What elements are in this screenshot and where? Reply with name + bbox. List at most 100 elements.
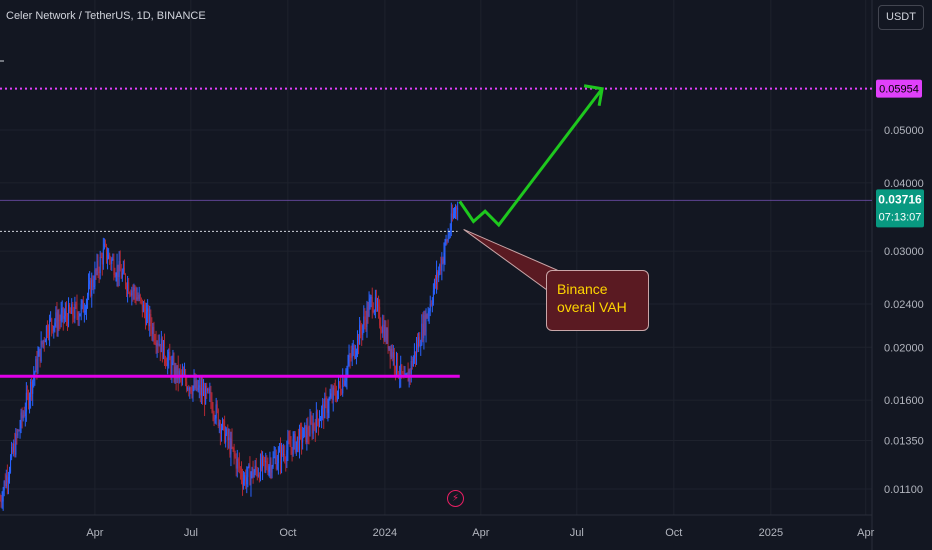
candle-body bbox=[141, 299, 143, 312]
candle-body bbox=[429, 304, 431, 312]
lightning-bolt-icon[interactable]: ⚡ bbox=[447, 490, 464, 507]
candle-body bbox=[425, 314, 427, 332]
y-tick-label: 0.02000 bbox=[884, 342, 924, 354]
candle-body bbox=[204, 390, 206, 405]
candle-body bbox=[97, 260, 99, 272]
candle-body bbox=[453, 213, 455, 215]
candle-body bbox=[367, 307, 369, 317]
candle-body bbox=[332, 387, 334, 401]
candle-body bbox=[324, 398, 326, 419]
candle-body bbox=[177, 365, 179, 380]
candle-body bbox=[264, 457, 266, 463]
candle-body bbox=[414, 351, 416, 357]
candle-body bbox=[155, 342, 157, 347]
candle-body bbox=[29, 397, 31, 406]
candle-body bbox=[420, 344, 422, 347]
candle-body bbox=[61, 307, 63, 313]
candle-body bbox=[274, 456, 276, 458]
candle-body bbox=[268, 466, 270, 473]
candle-body bbox=[186, 381, 188, 390]
candle-body bbox=[94, 269, 96, 287]
candle-body bbox=[109, 254, 111, 260]
candle-body bbox=[216, 404, 218, 410]
candle-body bbox=[232, 446, 234, 448]
candle-body bbox=[308, 435, 310, 437]
candle-body bbox=[138, 294, 140, 299]
y-tick-label: 0.03000 bbox=[884, 246, 924, 258]
candle-body bbox=[0, 500, 1, 502]
candle-body bbox=[265, 461, 267, 463]
candle-body bbox=[11, 447, 13, 458]
candle-body bbox=[300, 428, 302, 430]
candle-body bbox=[326, 399, 328, 413]
candle-body bbox=[236, 458, 238, 469]
candle-body bbox=[194, 380, 196, 389]
candle-body bbox=[123, 267, 125, 275]
candle-body bbox=[116, 264, 118, 276]
candle-body bbox=[78, 315, 80, 320]
candle-body bbox=[30, 382, 32, 398]
candle-body bbox=[158, 344, 160, 346]
candle-body bbox=[88, 284, 90, 296]
candle-body bbox=[15, 433, 17, 455]
candle-body bbox=[50, 318, 52, 320]
candle-body bbox=[430, 304, 432, 306]
candle-body bbox=[84, 311, 86, 313]
candle-body bbox=[14, 443, 16, 455]
candle-body bbox=[422, 323, 424, 339]
currency-button[interactable]: USDT bbox=[878, 5, 924, 30]
candle-body bbox=[417, 344, 419, 348]
candle-body bbox=[245, 475, 247, 485]
candle-body bbox=[457, 208, 459, 210]
candle-body bbox=[345, 378, 347, 381]
candle-body bbox=[199, 385, 201, 396]
candle-body bbox=[218, 422, 220, 427]
y-tick-label: 0.05000 bbox=[884, 125, 924, 137]
candle-body bbox=[410, 360, 412, 374]
candle-body bbox=[93, 286, 95, 288]
candle-body bbox=[81, 300, 83, 305]
x-tick-label: Apr bbox=[857, 527, 874, 539]
candle-body bbox=[92, 279, 94, 287]
x-tick-label: 2024 bbox=[373, 527, 397, 539]
candle-body bbox=[243, 480, 245, 485]
candle-body bbox=[254, 465, 256, 473]
candle-body bbox=[68, 304, 70, 326]
candle-body bbox=[157, 343, 159, 346]
candle-body bbox=[185, 374, 187, 382]
candle-body bbox=[224, 420, 226, 443]
candle-body bbox=[124, 274, 126, 286]
candle-body bbox=[329, 397, 331, 400]
candle-body bbox=[412, 358, 414, 367]
symbol-title: Celer Network / TetherUS, 1D, BINANCE bbox=[6, 10, 206, 22]
candle-body bbox=[433, 280, 435, 291]
candle-body bbox=[377, 304, 379, 306]
candle-body bbox=[231, 439, 233, 447]
candle-body bbox=[54, 322, 56, 327]
candle-body bbox=[37, 356, 39, 372]
candle-body bbox=[118, 260, 120, 278]
candle-body bbox=[303, 428, 305, 438]
candle-body bbox=[135, 293, 137, 300]
candle-body bbox=[428, 311, 430, 313]
x-tick-label: Jul bbox=[184, 527, 198, 539]
candle-body bbox=[169, 352, 171, 361]
candle-body bbox=[106, 244, 108, 260]
candle-body bbox=[285, 459, 287, 462]
candle-body bbox=[423, 315, 425, 339]
candle-body bbox=[66, 317, 68, 326]
candle-body bbox=[302, 437, 304, 443]
candle-body bbox=[437, 272, 439, 278]
candle-body bbox=[247, 466, 249, 478]
candle-body bbox=[436, 272, 438, 284]
candle-body bbox=[196, 380, 198, 391]
candle-body bbox=[286, 450, 288, 462]
candle-body bbox=[193, 380, 195, 387]
candle-body bbox=[212, 411, 214, 414]
candle-body bbox=[173, 360, 175, 380]
candle-body bbox=[271, 466, 273, 473]
candle-body bbox=[257, 474, 259, 476]
candle-body bbox=[352, 345, 354, 350]
candle-body bbox=[402, 373, 404, 375]
